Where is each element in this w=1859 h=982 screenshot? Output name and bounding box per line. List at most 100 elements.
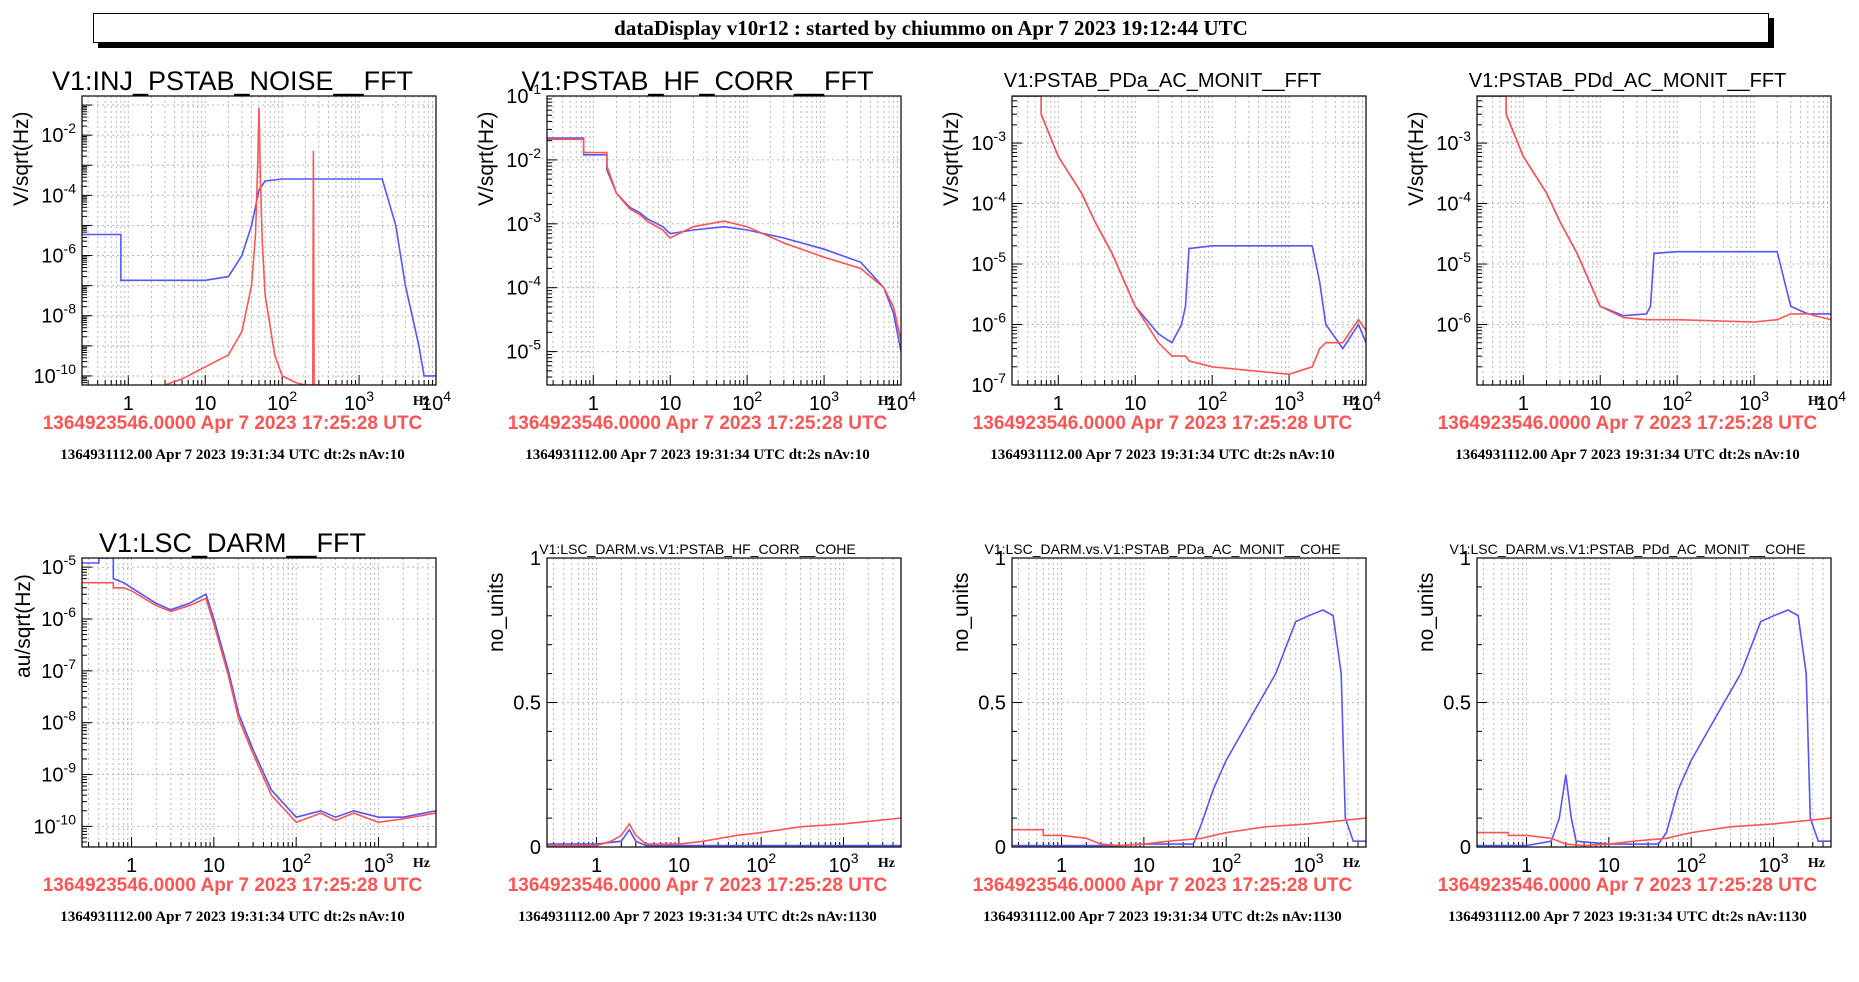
x-tick-label: 102 (1676, 850, 1706, 872)
x-tick-label: 1 (1521, 855, 1532, 872)
plot-frame (546, 95, 902, 386)
series-line-0 (82, 558, 436, 819)
plot-frame (81, 557, 437, 848)
y-tick-label: 1 (530, 548, 541, 570)
plot-area: 1 10 102 103 0 0.5 1 Hz (1443, 548, 1832, 872)
plot-panel-inj-pstab-noise: V1:INJ_PSTAB_NOISE__FFT V/sqrt(Hz) 1 10 10… (0, 50, 465, 520)
x-tick-label: 1 (1056, 855, 1067, 872)
series-line-1 (82, 581, 436, 824)
y-tick-label: 10-6 (1436, 310, 1471, 337)
current-timestamp: 1364931112.00 Apr 7 2023 19:31:34 UTC dt… (1455, 447, 1800, 463)
series-line-1 (1477, 817, 1831, 847)
x-tick-label: 103 (828, 850, 858, 872)
x-tick-label: 1 (1518, 393, 1529, 410)
y-tick-label: 10-5 (506, 337, 541, 364)
y-tick-label: 10-7 (971, 370, 1006, 397)
x-axis-unit: Hz (1808, 856, 1825, 871)
x-axis-unit: Hz (1343, 856, 1360, 871)
current-timestamp: 1364931112.00 Apr 7 2023 19:31:34 UTC dt… (990, 447, 1335, 463)
x-tick-label: 10 (1589, 393, 1611, 410)
series-line-0 (1012, 609, 1366, 847)
y-tick-label: 0 (995, 837, 1006, 859)
series-line-1 (164, 107, 360, 385)
x-tick-label: 103 (344, 388, 374, 410)
x-tick-label: 102 (732, 388, 762, 410)
reference-timestamp: 1364923546.0000 Apr 7 2023 17:25:28 UTC (42, 875, 423, 896)
x-tick-label: 103 (1739, 388, 1769, 410)
series-line-1 (1012, 817, 1366, 847)
current-timestamp: 1364931112.00 Apr 7 2023 19:31:34 UTC dt… (60, 909, 405, 925)
x-tick-label: 1 (123, 393, 134, 410)
reference-timestamp: 1364923546.0000 Apr 7 2023 17:25:28 UTC (972, 413, 1353, 434)
x-axis-unit: Hz (1343, 394, 1360, 409)
y-tick-label: 10-9 (41, 760, 76, 787)
x-tick-label: 10 (668, 855, 690, 872)
plot-panel-pstab-hf-corr: V1:PSTAB_HF_CORR__FFT V/sqrt(Hz) 1 10 102 1… (465, 50, 930, 520)
reference-timestamp: 1364923546.0000 Apr 7 2023 17:25:28 UTC (972, 875, 1353, 896)
plot-area: 1 10 102 103 10-10 10-9 10-8 10-7 10-6 10-5 Hz (34, 552, 437, 872)
x-tick-label: 103 (1293, 850, 1323, 872)
y-tick-label: 10-4 (971, 189, 1006, 216)
plot-title: V1:LSC_DARM.vs.V1:PSTAB_PDa_AC_MONIT__CO… (984, 541, 1341, 557)
x-tick-label: 102 (267, 388, 297, 410)
x-tick-label: 102 (1662, 388, 1692, 410)
y-tick-label: 10-8 (41, 301, 76, 328)
x-tick-label: 10 (1598, 855, 1620, 872)
y-tick-label: 10-5 (1436, 249, 1471, 276)
current-timestamp: 1364931112.00 Apr 7 2023 19:31:34 UTC dt… (518, 909, 877, 925)
x-tick-label: 102 (1211, 850, 1241, 872)
x-tick-label: 1 (588, 393, 599, 410)
y-tick-label: 10-2 (41, 120, 76, 147)
y-tick-label: 10-1 (506, 81, 541, 108)
y-tick-label: 0.5 (1443, 693, 1471, 715)
current-timestamp: 1364931112.00 Apr 7 2023 19:31:34 UTC dt… (525, 447, 870, 463)
plot-frame (1476, 95, 1832, 386)
y-tick-label: 0 (530, 837, 541, 859)
plot-panel-darm-vs-pdd-cohe: V1:LSC_DARM.vs.V1:PSTAB_PDd_AC_MONIT__CO… (1395, 512, 1859, 982)
plot-panel-lsc-darm: V1:LSC_DARM__FFT au/sqrt(Hz) 1 10 102 103 10… (0, 512, 465, 982)
plot-frame (1476, 557, 1832, 848)
plot-title: V1:PSTAB_HF_CORR__FFT (521, 66, 874, 96)
x-tick-label: 1 (126, 855, 137, 872)
y-tick-label: 10-3 (506, 209, 541, 236)
x-tick-label: 1 (1053, 393, 1064, 410)
x-tick-label: 102 (281, 850, 311, 872)
series-line-1 (1477, 96, 1831, 323)
plot-area: 1 10 102 103 0 0.5 1 Hz (513, 548, 902, 872)
series-line-1 (1012, 96, 1366, 376)
current-timestamp: 1364931112.00 Apr 7 2023 19:31:34 UTC dt… (60, 447, 405, 463)
series-line-1 (547, 138, 901, 341)
y-tick-label: 10-4 (1436, 189, 1471, 216)
x-tick-label: 102 (1197, 388, 1227, 410)
y-tick-label: 10-6 (971, 310, 1006, 337)
plot-frame (1011, 557, 1367, 848)
reference-timestamp: 1364923546.0000 Apr 7 2023 17:25:28 UTC (1437, 413, 1818, 434)
y-tick-label: 10-6 (41, 241, 76, 268)
y-tick-label: 1 (1460, 548, 1471, 570)
x-tick-label: 103 (809, 388, 839, 410)
x-axis-unit: Hz (1808, 394, 1825, 409)
y-tick-label: 10-8 (41, 708, 76, 735)
plot-area: 1 10 102 103 0 0.5 1 Hz (978, 548, 1367, 872)
series-line-0 (1477, 609, 1831, 847)
y-tick-label: 10-7 (41, 656, 76, 683)
y-tick-label: 10-3 (971, 128, 1006, 155)
current-timestamp: 1364931112.00 Apr 7 2023 19:31:34 UTC dt… (1448, 909, 1807, 925)
y-tick-label: 0.5 (513, 693, 541, 715)
series-line-0 (547, 137, 901, 352)
x-axis-unit: Hz (413, 856, 430, 871)
x-tick-label: 103 (363, 850, 393, 872)
x-tick-label: 10 (659, 393, 681, 410)
x-tick-label: 102 (746, 850, 776, 872)
x-tick-label: 10 (203, 855, 225, 872)
y-tick-label: 10-3 (1436, 128, 1471, 155)
y-tick-label: 10-2 (506, 145, 541, 172)
plot-title: V1:LSC_DARM.vs.V1:PSTAB_HF_CORR__COHE (539, 541, 856, 557)
x-tick-label: 10 (1124, 393, 1146, 410)
